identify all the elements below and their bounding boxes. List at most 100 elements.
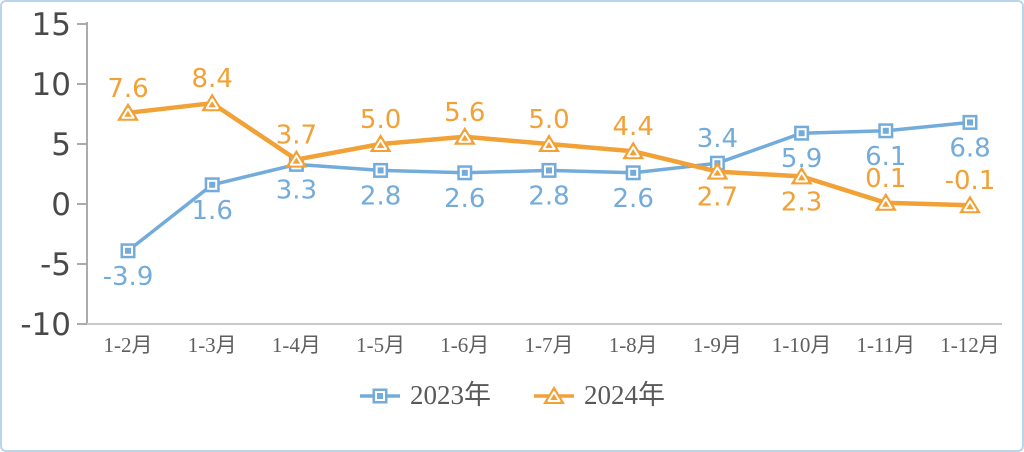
data-point-marker	[372, 388, 388, 403]
data-point-label: 2.8	[528, 181, 569, 211]
marker-square	[373, 162, 389, 178]
marker-square	[204, 177, 220, 193]
data-point-marker	[285, 149, 308, 168]
marker-triangle-inner	[795, 171, 809, 183]
marker-triangle-inner	[121, 107, 135, 119]
y-tick-label: 10	[32, 67, 71, 103]
marker-square-inner	[459, 167, 470, 178]
legend-label-2024: 2024年	[584, 380, 665, 410]
data-point-label: 2.3	[781, 187, 822, 217]
marker-square	[794, 125, 810, 141]
marker-triangle-inner	[542, 139, 556, 150]
y-tick-label: -10	[20, 307, 71, 343]
data-point-marker	[878, 123, 894, 139]
marker-triangle-inner	[458, 131, 472, 143]
marker-triangle-inner	[547, 390, 561, 402]
marker-square	[457, 165, 473, 181]
marker-square-inner	[207, 179, 218, 190]
x-category-label: 1-10月	[772, 333, 832, 357]
data-point-label: 3.7	[276, 121, 317, 151]
legend-item-2024: 2024年	[533, 382, 665, 409]
data-point-marker	[790, 166, 813, 185]
y-tick-label: 5	[51, 127, 71, 163]
x-category-label: 1-12月	[940, 333, 1000, 357]
marker-square	[625, 165, 641, 181]
data-point-marker	[201, 93, 224, 112]
data-point-marker	[373, 162, 389, 178]
data-point-marker	[453, 126, 476, 145]
legend-item-2023: 2023年	[359, 382, 491, 409]
marker-triangle-inner	[289, 154, 303, 166]
data-point-marker	[541, 162, 557, 178]
data-point-label: 2.8	[360, 181, 401, 211]
data-point-label: 5.6	[444, 98, 485, 128]
data-point-label: 2.6	[613, 184, 654, 214]
data-point-marker	[543, 385, 565, 404]
data-point-label: 5.0	[360, 105, 401, 135]
marker-square-inner	[375, 390, 385, 401]
marker-triangle-inner	[626, 146, 640, 158]
x-category-label: 1-9月	[693, 333, 742, 357]
marker-square-inner	[628, 167, 639, 178]
data-point-marker	[706, 161, 729, 180]
chart-legend: 2023年 2024年	[2, 382, 1022, 409]
marker-square	[878, 123, 894, 139]
marker-square-inner	[965, 117, 975, 128]
y-tick-label: -5	[40, 247, 71, 283]
data-point-marker	[625, 165, 641, 181]
data-point-label: 6.8	[949, 133, 990, 163]
marker-square	[962, 114, 978, 130]
data-point-label: 8.4	[192, 64, 233, 94]
marker-square-inner	[880, 125, 891, 136]
data-point-label: 4.4	[613, 112, 654, 142]
marker-triangle-inner	[963, 200, 977, 212]
data-point-marker	[874, 192, 897, 211]
x-category-label: 1-7月	[525, 333, 574, 357]
data-point-marker	[117, 102, 139, 121]
y-tick-label: 0	[51, 187, 71, 223]
data-point-label: 6.1	[865, 142, 906, 172]
marker-triangle-inner	[710, 166, 724, 178]
x-category-label: 1-4月	[272, 333, 321, 357]
data-point-label: -3.9	[103, 262, 154, 292]
x-category-label: 1-6月	[440, 333, 489, 357]
marker-triangle-inner	[205, 98, 219, 110]
data-point-label: 0.1	[865, 164, 906, 194]
data-point-label: 1.6	[192, 196, 233, 226]
data-point-marker	[622, 141, 645, 160]
marker-square-inner	[123, 245, 133, 256]
data-point-label: 2.6	[444, 184, 485, 214]
x-category-label: 1-2月	[104, 333, 153, 357]
data-point-marker	[369, 134, 392, 152]
marker-square-inner	[796, 128, 807, 139]
data-point-marker	[794, 125, 810, 141]
data-point-label: 2.7	[697, 183, 738, 213]
data-point-marker	[120, 243, 136, 259]
marker-triangle-inner	[879, 197, 893, 209]
data-point-label: -0.1	[945, 166, 996, 196]
x-category-label: 1-5月	[356, 333, 405, 357]
x-category-label: 1-3月	[188, 333, 237, 357]
marker-square	[372, 388, 388, 403]
x-category-label: 1-8月	[609, 333, 658, 357]
data-point-label: 3.3	[276, 175, 317, 205]
y-tick-label: 15	[32, 7, 71, 43]
data-point-label: 3.4	[697, 124, 738, 154]
data-point-marker	[959, 195, 981, 214]
marker-square-inner	[544, 165, 554, 176]
marker-triangle-inner	[374, 139, 388, 150]
legend-marker-2023-square-icon	[360, 388, 400, 403]
data-point-label: 5.0	[528, 105, 569, 135]
marker-square	[120, 243, 136, 259]
marker-square-inner	[375, 165, 386, 176]
data-point-label: 7.6	[107, 74, 148, 104]
legend-label-2023: 2023年	[410, 380, 491, 410]
data-point-marker	[457, 165, 473, 181]
data-point-marker	[204, 177, 220, 193]
legend-marker-2024-triangle-icon	[534, 385, 574, 404]
marker-square	[541, 162, 557, 178]
data-point-marker	[962, 114, 978, 130]
data-point-marker	[538, 134, 560, 152]
